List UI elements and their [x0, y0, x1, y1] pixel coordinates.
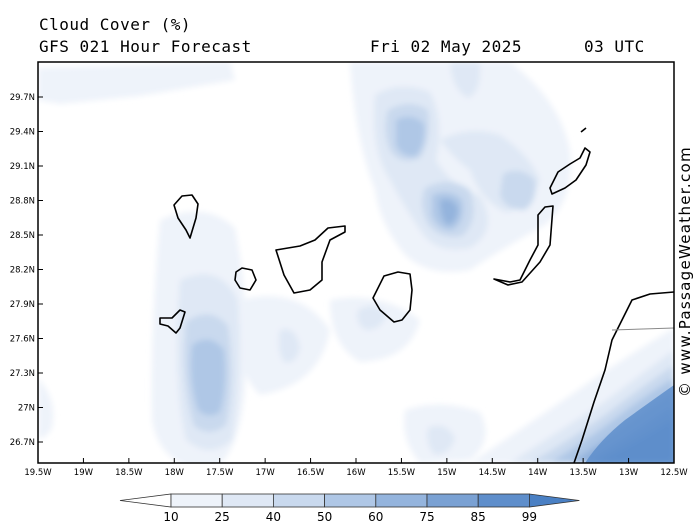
- forecast-time: 03 UTC: [584, 37, 645, 56]
- legend-swatch: [221, 493, 274, 508]
- legend-swatch: [170, 493, 223, 508]
- lat-tick-label: 27.6N: [10, 335, 35, 345]
- lon-tick-label: 19.5W: [24, 468, 52, 478]
- legend-swatch: [375, 493, 428, 508]
- lat-tick-label: 27.9N: [10, 300, 35, 310]
- lon-tick-label: 18.5W: [115, 468, 143, 478]
- lon-tick-label: 14.5W: [479, 468, 507, 478]
- lat-tick-label: 26.7N: [10, 438, 35, 448]
- lon-tick-label: 15.5W: [388, 468, 416, 478]
- legend-label: 40: [266, 510, 281, 524]
- legend-label: 75: [419, 510, 434, 524]
- lon-tick-label: 13W: [619, 468, 639, 478]
- legend-label: 10: [163, 510, 178, 524]
- legend-swatch: [426, 493, 479, 508]
- cloud-cover-field: [38, 62, 674, 463]
- lon-tick-label: 16W: [346, 468, 366, 478]
- lat-tick-label: 29.4N: [10, 128, 35, 138]
- forecast-subtitle: GFS 021 Hour Forecast: [39, 37, 252, 56]
- lon-tick-label: 14W: [528, 468, 548, 478]
- legend-label: 99: [522, 510, 537, 524]
- lon-tick-label: 16.5W: [297, 468, 325, 478]
- lon-tick-label: 19W: [74, 468, 94, 478]
- legend-label: 50: [317, 510, 332, 524]
- forecast-date: Fri 02 May 2025: [370, 37, 522, 56]
- lon-tick-label: 17W: [256, 468, 276, 478]
- lat-tick-label: 28.5N: [10, 231, 35, 241]
- lat-tick-label: 27N: [18, 404, 35, 414]
- lat-tick-label: 27.3N: [10, 369, 35, 379]
- legend-label: 25: [215, 510, 230, 524]
- legend-label: 85: [471, 510, 486, 524]
- lat-tick-label: 29.7N: [10, 93, 35, 103]
- color-legend: 10 25 40 50 60 75 85 99: [119, 493, 580, 524]
- border-line: [611, 327, 675, 331]
- legend-label: 60: [368, 510, 383, 524]
- legend-arrow-low: [119, 493, 172, 508]
- coastlines: [159, 127, 674, 463]
- lon-tick-label: 17.5W: [206, 468, 234, 478]
- source-credit: © www.PassageWeather.com: [676, 146, 694, 397]
- lon-tick-label: 15W: [437, 468, 457, 478]
- lon-tick-label: 12.5W: [660, 468, 688, 478]
- legend-swatch: [477, 493, 530, 508]
- legend-swatch: [272, 493, 325, 508]
- lat-tick-label: 28.8N: [10, 197, 35, 207]
- longitude-axis: 19.5W 19W 18.5W 18W 17.5W 17W 16.5W 16W 15.5W 15W…: [24, 458, 688, 478]
- lat-tick-label: 29.1N: [10, 162, 35, 172]
- lon-tick-label: 13.5W: [569, 468, 597, 478]
- lat-tick-label: 28.2N: [10, 266, 35, 276]
- lon-tick-label: 18W: [165, 468, 185, 478]
- legend-swatch: [324, 493, 377, 508]
- map-title: Cloud Cover (%): [39, 15, 191, 34]
- latitude-axis: 29.7N 29.4N 29.1N 28.8N 28.5N 28.2N 27.9N 27.6N…: [10, 93, 43, 448]
- legend-arrow-high: [529, 493, 580, 508]
